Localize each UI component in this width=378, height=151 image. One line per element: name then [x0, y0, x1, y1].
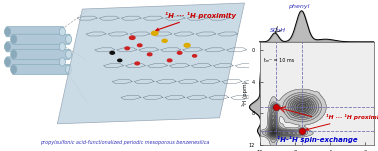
- Circle shape: [138, 44, 142, 47]
- FancyBboxPatch shape: [6, 42, 64, 52]
- Text: propylsulfonic acid-functionalized periodic mesoporous benzenesilica: propylsulfonic acid-functionalized perio…: [40, 140, 209, 145]
- Ellipse shape: [59, 27, 65, 36]
- Circle shape: [125, 47, 130, 50]
- Text: ¹H ··· ¹H proximity: ¹H ··· ¹H proximity: [306, 114, 378, 130]
- Polygon shape: [57, 3, 245, 124]
- Text: tₘᴵˣ = 10 ms: tₘᴵˣ = 10 ms: [265, 58, 295, 63]
- Ellipse shape: [59, 43, 65, 51]
- Ellipse shape: [5, 43, 11, 51]
- Circle shape: [118, 59, 122, 62]
- FancyBboxPatch shape: [6, 57, 64, 67]
- Circle shape: [130, 36, 135, 39]
- Text: ¹H ··· ¹H proximity: ¹H ··· ¹H proximity: [156, 12, 236, 31]
- Text: ¹H-¹H spin-exchange: ¹H-¹H spin-exchange: [277, 136, 358, 143]
- Circle shape: [184, 43, 190, 47]
- FancyBboxPatch shape: [6, 27, 64, 37]
- Circle shape: [167, 59, 172, 62]
- FancyBboxPatch shape: [12, 64, 70, 74]
- Y-axis label: ¹H (ppm): ¹H (ppm): [242, 81, 248, 106]
- Text: phenyl: phenyl: [288, 4, 310, 9]
- Circle shape: [193, 55, 197, 57]
- Ellipse shape: [11, 65, 17, 74]
- Circle shape: [162, 39, 167, 42]
- Ellipse shape: [11, 35, 17, 43]
- Ellipse shape: [11, 50, 17, 58]
- Ellipse shape: [59, 58, 65, 66]
- Ellipse shape: [5, 27, 11, 36]
- FancyBboxPatch shape: [12, 34, 70, 44]
- Circle shape: [152, 31, 158, 35]
- Circle shape: [177, 51, 182, 54]
- Circle shape: [110, 51, 115, 54]
- Text: SO₃H: SO₃H: [270, 27, 286, 33]
- Circle shape: [135, 62, 139, 65]
- Ellipse shape: [5, 58, 11, 66]
- Ellipse shape: [65, 35, 72, 43]
- Circle shape: [147, 53, 152, 56]
- Ellipse shape: [65, 65, 72, 74]
- FancyBboxPatch shape: [12, 49, 70, 59]
- Ellipse shape: [65, 50, 72, 58]
